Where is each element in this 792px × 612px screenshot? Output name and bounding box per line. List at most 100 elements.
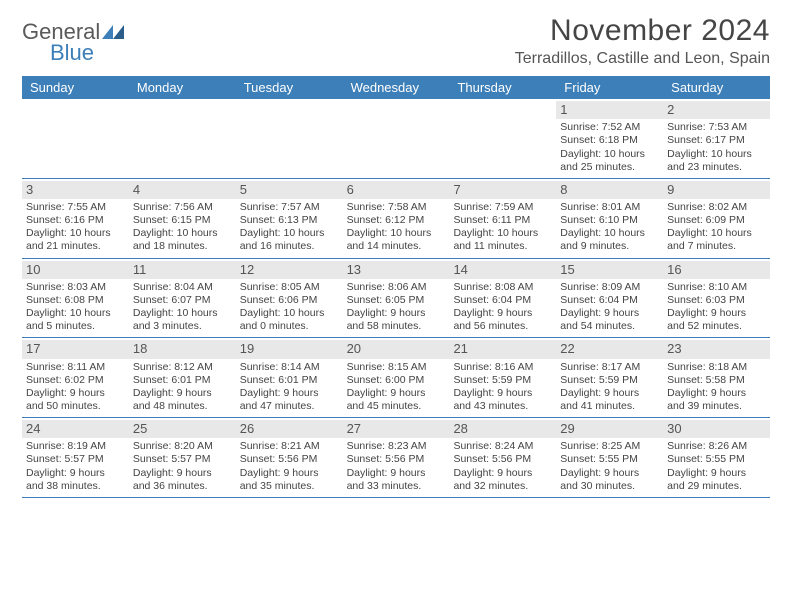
- sunrise-text: Sunrise: 8:11 AM: [26, 361, 125, 374]
- day-cell: 17Sunrise: 8:11 AMSunset: 6:02 PMDayligh…: [22, 338, 129, 417]
- day-number: 25: [129, 420, 236, 438]
- sunset-text: Sunset: 5:57 PM: [26, 453, 125, 466]
- daylight-text: Daylight: 9 hours: [347, 387, 446, 400]
- daylight-text: Daylight: 10 hours: [667, 148, 766, 161]
- daylight-text: and 25 minutes.: [560, 161, 659, 174]
- day-number: 23: [663, 340, 770, 358]
- daylight-text: and 45 minutes.: [347, 400, 446, 413]
- daylight-text: Daylight: 10 hours: [240, 227, 339, 240]
- daylight-text: Daylight: 9 hours: [347, 307, 446, 320]
- empty-cell: [22, 99, 129, 178]
- sunset-text: Sunset: 6:04 PM: [560, 294, 659, 307]
- day-cell: 4Sunrise: 7:56 AMSunset: 6:15 PMDaylight…: [129, 179, 236, 258]
- daylight-text: and 58 minutes.: [347, 320, 446, 333]
- sunset-text: Sunset: 5:56 PM: [240, 453, 339, 466]
- daylight-text: Daylight: 9 hours: [240, 387, 339, 400]
- sunset-text: Sunset: 6:03 PM: [667, 294, 766, 307]
- daylight-text: and 50 minutes.: [26, 400, 125, 413]
- sunrise-text: Sunrise: 8:15 AM: [347, 361, 446, 374]
- day-cell: 22Sunrise: 8:17 AMSunset: 5:59 PMDayligh…: [556, 338, 663, 417]
- daylight-text: and 33 minutes.: [347, 480, 446, 493]
- weekday-header: Saturday: [663, 76, 770, 99]
- day-number: 10: [22, 261, 129, 279]
- daylight-text: and 48 minutes.: [133, 400, 232, 413]
- daylight-text: and 38 minutes.: [26, 480, 125, 493]
- daylight-text: Daylight: 9 hours: [133, 387, 232, 400]
- day-cell: 3Sunrise: 7:55 AMSunset: 6:16 PMDaylight…: [22, 179, 129, 258]
- daylight-text: Daylight: 10 hours: [667, 227, 766, 240]
- day-cell: 5Sunrise: 7:57 AMSunset: 6:13 PMDaylight…: [236, 179, 343, 258]
- sunrise-text: Sunrise: 8:19 AM: [26, 440, 125, 453]
- sunset-text: Sunset: 6:04 PM: [453, 294, 552, 307]
- sunset-text: Sunset: 6:09 PM: [667, 214, 766, 227]
- day-cell: 19 Sunrise: 8:14 AMSunset: 6:01 PMDayligh…: [236, 338, 343, 417]
- daylight-text: Daylight: 10 hours: [240, 307, 339, 320]
- daylight-text: Daylight: 10 hours: [26, 307, 125, 320]
- day-cell: 30Sunrise: 8:26 AMSunset: 5:55 PMDayligh…: [663, 418, 770, 497]
- day-number: 30: [663, 420, 770, 438]
- day-cell: 20Sunrise: 8:15 AMSunset: 6:00 PMDayligh…: [343, 338, 450, 417]
- sunrise-text: Sunrise: 8:23 AM: [347, 440, 446, 453]
- daylight-text: and 0 minutes.: [240, 320, 339, 333]
- weekday-header: Sunday: [22, 76, 129, 99]
- sunset-text: Sunset: 5:55 PM: [560, 453, 659, 466]
- brand-logo: General Blue: [22, 14, 124, 64]
- sunset-text: Sunset: 6:18 PM: [560, 134, 659, 147]
- daylight-text: and 39 minutes.: [667, 400, 766, 413]
- day-number: 6: [343, 181, 450, 199]
- day-number: 19: [236, 340, 343, 358]
- weekday-header: Monday: [129, 76, 236, 99]
- daylight-text: Daylight: 9 hours: [26, 387, 125, 400]
- daylight-text: and 52 minutes.: [667, 320, 766, 333]
- sunset-text: Sunset: 5:59 PM: [453, 374, 552, 387]
- day-cell: 12Sunrise: 8:05 AMSunset: 6:06 PMDayligh…: [236, 259, 343, 338]
- day-cell: 14Sunrise: 8:08 AMSunset: 6:04 PMDayligh…: [449, 259, 556, 338]
- sunset-text: Sunset: 5:57 PM: [133, 453, 232, 466]
- brand-part2: Blue: [22, 40, 94, 65]
- day-cell: 6Sunrise: 7:58 AMSunset: 6:12 PMDaylight…: [343, 179, 450, 258]
- daylight-text: and 5 minutes.: [26, 320, 125, 333]
- sunrise-text: Sunrise: 8:25 AM: [560, 440, 659, 453]
- day-number: 27: [343, 420, 450, 438]
- daylight-text: Daylight: 9 hours: [240, 467, 339, 480]
- day-cell: 23Sunrise: 8:18 AMSunset: 5:58 PMDayligh…: [663, 338, 770, 417]
- sunset-text: Sunset: 6:16 PM: [26, 214, 125, 227]
- daylight-text: Daylight: 9 hours: [453, 467, 552, 480]
- day-cell: 1Sunrise: 7:52 AMSunset: 6:18 PMDaylight…: [556, 99, 663, 178]
- day-number: 29: [556, 420, 663, 438]
- day-number: 28: [449, 420, 556, 438]
- calendar-page: General Blue November 2024 Terradillos, …: [0, 0, 792, 508]
- daylight-text: and 14 minutes.: [347, 240, 446, 253]
- week-row: 24Sunrise: 8:19 AMSunset: 5:57 PMDayligh…: [22, 418, 770, 498]
- day-cell: 15Sunrise: 8:09 AMSunset: 6:04 PMDayligh…: [556, 259, 663, 338]
- day-cell: 28Sunrise: 8:24 AMSunset: 5:56 PMDayligh…: [449, 418, 556, 497]
- sunset-text: Sunset: 6:01 PM: [240, 374, 339, 387]
- day-cell: 9Sunrise: 8:02 AMSunset: 6:09 PMDaylight…: [663, 179, 770, 258]
- weekday-header: Thursday: [449, 76, 556, 99]
- daylight-text: and 18 minutes.: [133, 240, 232, 253]
- sunset-text: Sunset: 6:01 PM: [133, 374, 232, 387]
- daylight-text: Daylight: 9 hours: [667, 387, 766, 400]
- sunset-text: Sunset: 6:11 PM: [453, 214, 552, 227]
- day-cell: 8Sunrise: 8:01 AMSunset: 6:10 PMDaylight…: [556, 179, 663, 258]
- sunset-text: Sunset: 6:02 PM: [26, 374, 125, 387]
- day-cell: 24Sunrise: 8:19 AMSunset: 5:57 PMDayligh…: [22, 418, 129, 497]
- sunrise-text: Sunrise: 8:01 AM: [560, 201, 659, 214]
- sunset-text: Sunset: 6:07 PM: [133, 294, 232, 307]
- day-number: 12: [236, 261, 343, 279]
- day-cell: 16Sunrise: 8:10 AMSunset: 6:03 PMDayligh…: [663, 259, 770, 338]
- day-number: 8: [556, 181, 663, 199]
- daylight-text: and 41 minutes.: [560, 400, 659, 413]
- sunrise-text: Sunrise: 8:14 AM: [240, 361, 339, 374]
- daylight-text: Daylight: 9 hours: [667, 307, 766, 320]
- daylight-text: and 23 minutes.: [667, 161, 766, 174]
- daylight-text: and 56 minutes.: [453, 320, 552, 333]
- day-number: 13: [343, 261, 450, 279]
- day-number: 7: [449, 181, 556, 199]
- week-row: 3Sunrise: 7:55 AMSunset: 6:16 PMDaylight…: [22, 179, 770, 259]
- sunset-text: Sunset: 5:59 PM: [560, 374, 659, 387]
- week-row: 10Sunrise: 8:03 AMSunset: 6:08 PMDayligh…: [22, 259, 770, 339]
- daylight-text: and 30 minutes.: [560, 480, 659, 493]
- day-cell: 26Sunrise: 8:21 AMSunset: 5:56 PMDayligh…: [236, 418, 343, 497]
- sunrise-text: Sunrise: 8:10 AM: [667, 281, 766, 294]
